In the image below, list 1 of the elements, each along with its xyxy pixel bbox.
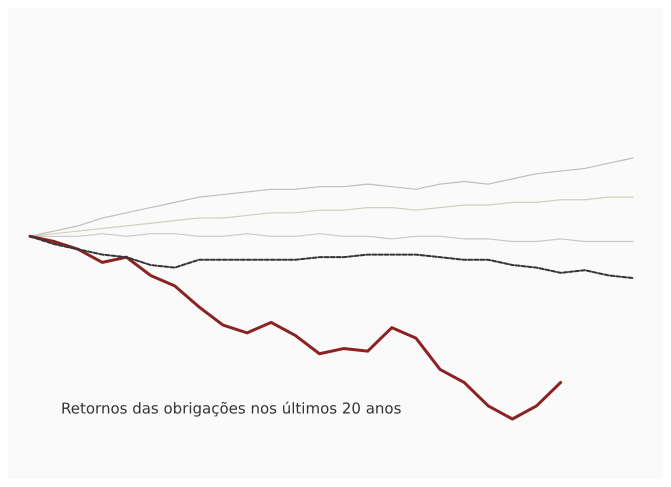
text: Retornos das obrigações nos últimos 20 anos xyxy=(61,400,402,418)
